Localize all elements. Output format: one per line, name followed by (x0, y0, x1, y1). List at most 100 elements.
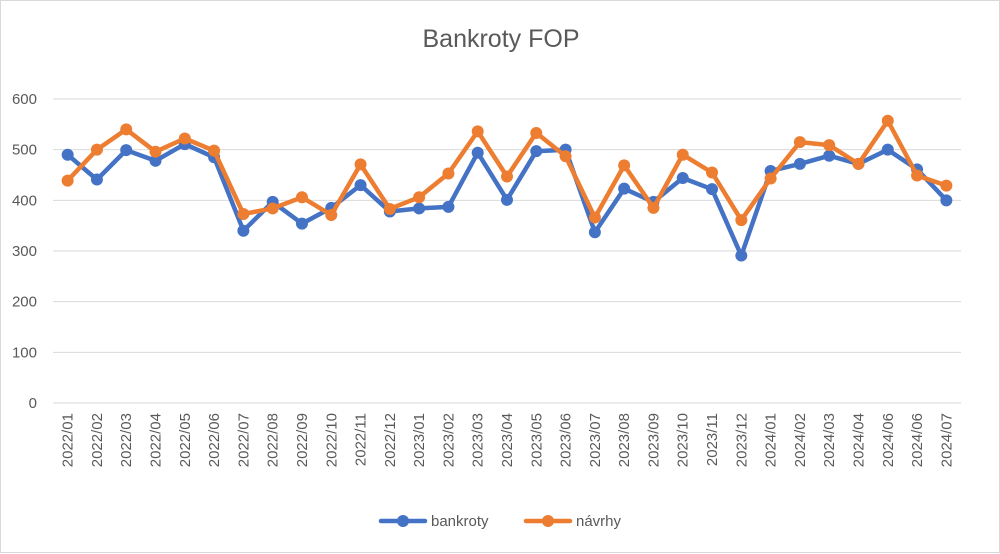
data-point (852, 157, 865, 170)
data-point (588, 211, 601, 224)
data-point (793, 136, 806, 149)
data-point (149, 154, 162, 167)
x-tick-label: 2022/06 (206, 413, 223, 467)
data-point (823, 149, 836, 162)
x-tick-label: 2024/06 (909, 413, 926, 467)
y-tick-label: 500 (12, 142, 37, 159)
data-point (618, 159, 631, 172)
data-point (120, 144, 133, 157)
x-tick-label: 2024/03 (821, 413, 838, 467)
x-tick-label: 2022/02 (89, 413, 106, 467)
x-axis: 2022/01 2022/02 2022/03 2022/04 2022/05 2022/… (60, 413, 956, 467)
data-point (295, 217, 308, 230)
data-point (618, 182, 631, 195)
data-point (764, 172, 777, 185)
data-point (706, 183, 719, 196)
data-point (383, 202, 396, 215)
x-tick-label: 2023/01 (411, 413, 428, 467)
data-point (823, 139, 836, 152)
data-point (295, 191, 308, 204)
data-point (735, 249, 748, 262)
x-tick-label: 2022/07 (235, 413, 252, 467)
data-point (149, 145, 162, 158)
legend-label: návrhy (576, 513, 622, 530)
data-point (354, 179, 367, 192)
chart-title: Bankroty FOP (423, 25, 580, 53)
data-point (647, 201, 660, 214)
data-point (442, 167, 455, 180)
x-tick-label: 2024/04 (850, 413, 867, 467)
data-point (442, 200, 455, 213)
data-point (237, 224, 250, 237)
data-point (90, 173, 103, 186)
x-tick-label: 2024/01 (763, 413, 780, 467)
x-tick-label: 2022/01 (60, 413, 77, 467)
x-tick-label: 2023/11 (704, 413, 721, 466)
data-point (325, 209, 338, 222)
y-tick-label: 100 (12, 344, 37, 361)
series-návrhy (61, 114, 953, 227)
x-tick-label: 2022/09 (294, 413, 311, 467)
data-point (501, 193, 513, 206)
data-point (735, 214, 748, 227)
y-tick-label: 300 (12, 243, 37, 260)
y-axis: 0 100 200 300 400 500 600 (12, 91, 37, 412)
data-point (237, 208, 250, 221)
x-tick-label: 2024/07 (938, 413, 955, 467)
x-tick-label: 2023/12 (733, 413, 750, 467)
legend-item-bankroty: bankroty (378, 513, 489, 530)
x-tick-label: 2022/04 (148, 413, 165, 467)
data-point (208, 144, 221, 157)
data-point (559, 150, 572, 163)
x-tick-label: 2024/06 (880, 413, 897, 467)
x-tick-label: 2023/04 (499, 413, 516, 467)
x-tick-label: 2022/11 (353, 413, 370, 466)
data-point (940, 194, 953, 207)
series-layer (61, 114, 953, 262)
data-point (471, 125, 484, 138)
x-tick-label: 2023/10 (675, 413, 692, 467)
x-tick-label: 2022/12 (382, 413, 399, 467)
legend-item-návrhy: návrhy (523, 513, 622, 530)
data-point (793, 157, 806, 170)
y-tick-label: 0 (29, 395, 37, 412)
data-point (61, 174, 74, 187)
data-point (413, 202, 426, 215)
legend: bankroty návrhy (378, 513, 622, 530)
x-tick-label: 2022/03 (118, 413, 135, 467)
data-point (413, 191, 426, 204)
data-point (706, 166, 719, 179)
data-point (881, 114, 894, 127)
data-point (354, 158, 367, 171)
data-point (120, 123, 133, 136)
y-tick-label: 200 (12, 294, 37, 311)
x-tick-label: 2023/02 (440, 413, 457, 467)
data-point (530, 145, 543, 158)
data-point (471, 146, 484, 159)
data-point (501, 170, 513, 183)
x-tick-label: 2023/06 (558, 413, 575, 467)
legend-swatch-marker (397, 515, 409, 527)
x-tick-label: 2022/08 (265, 413, 282, 467)
y-tick-label: 600 (12, 91, 37, 108)
data-point (90, 143, 103, 156)
data-point (61, 148, 74, 161)
y-tick-label: 400 (12, 192, 37, 209)
x-tick-label: 2023/07 (587, 413, 604, 467)
series-bankroty (61, 138, 953, 262)
data-point (530, 126, 543, 139)
legend-swatch-marker (542, 515, 554, 527)
data-point (911, 169, 924, 182)
data-point (588, 226, 601, 239)
data-point (676, 148, 689, 161)
data-point (676, 172, 689, 185)
legend-label: bankroty (431, 513, 489, 530)
data-point (178, 132, 191, 145)
data-point (881, 143, 894, 156)
x-tick-label: 2023/08 (616, 413, 633, 467)
x-tick-label: 2024/02 (792, 413, 809, 467)
x-tick-label: 2023/05 (528, 413, 545, 467)
data-point (940, 179, 953, 192)
